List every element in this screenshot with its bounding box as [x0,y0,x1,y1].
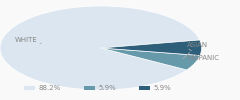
Wedge shape [101,48,200,70]
Text: ASIAN: ASIAN [183,42,208,59]
Text: HISPANIC: HISPANIC [187,49,219,61]
Text: 88.2%: 88.2% [38,85,61,91]
Text: 5.9%: 5.9% [98,85,116,91]
Wedge shape [101,40,202,56]
Text: WHITE: WHITE [14,37,41,44]
FancyBboxPatch shape [84,86,95,90]
FancyBboxPatch shape [139,86,150,90]
Wedge shape [0,6,200,90]
Text: 5.9%: 5.9% [154,85,171,91]
FancyBboxPatch shape [24,86,35,90]
